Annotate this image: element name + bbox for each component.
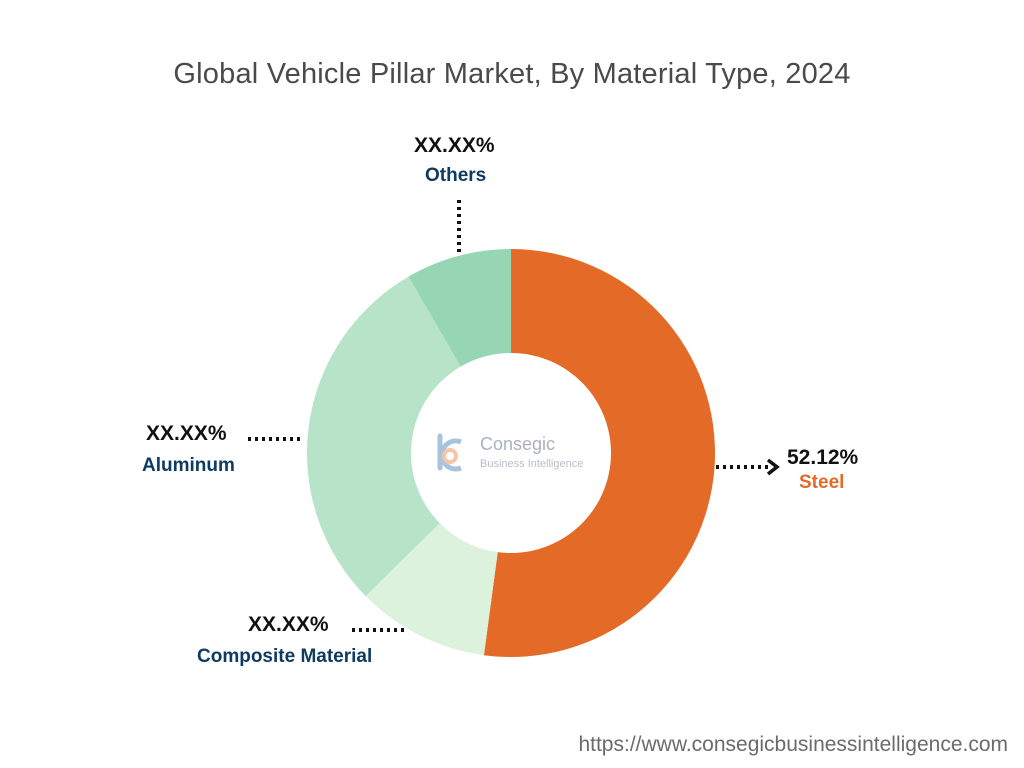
- category-label-aluminum: Aluminum: [142, 455, 235, 476]
- footer-url: https://www.consegicbusinessintelligence…: [578, 733, 1008, 756]
- leader-arrow-steel: [766, 458, 780, 476]
- category-label-steel: Steel: [799, 472, 845, 493]
- value-label-steel: 52.12%: [787, 446, 859, 469]
- watermark-name: Consegic: [480, 434, 556, 454]
- donut-slice-aluminum: [307, 276, 461, 597]
- donut-slice-composite-material: [365, 523, 498, 656]
- value-label-others: XX.XX%: [414, 134, 495, 157]
- donut-slice-others: [408, 249, 511, 367]
- watermark-subtitle: Business Intelligence: [480, 458, 584, 470]
- consegic-logo-icon: [437, 433, 462, 472]
- category-label-composite-material: Composite Material: [197, 646, 373, 667]
- category-label-others: Others: [425, 165, 487, 186]
- value-label-aluminum: XX.XX%: [146, 422, 227, 445]
- chart-title: Global Vehicle Pillar Market, By Materia…: [173, 58, 851, 90]
- value-label-composite-material: XX.XX%: [248, 613, 329, 636]
- donut-slice-steel: [483, 249, 716, 657]
- watermark-logo: Consegic Business Intelligence: [428, 428, 598, 480]
